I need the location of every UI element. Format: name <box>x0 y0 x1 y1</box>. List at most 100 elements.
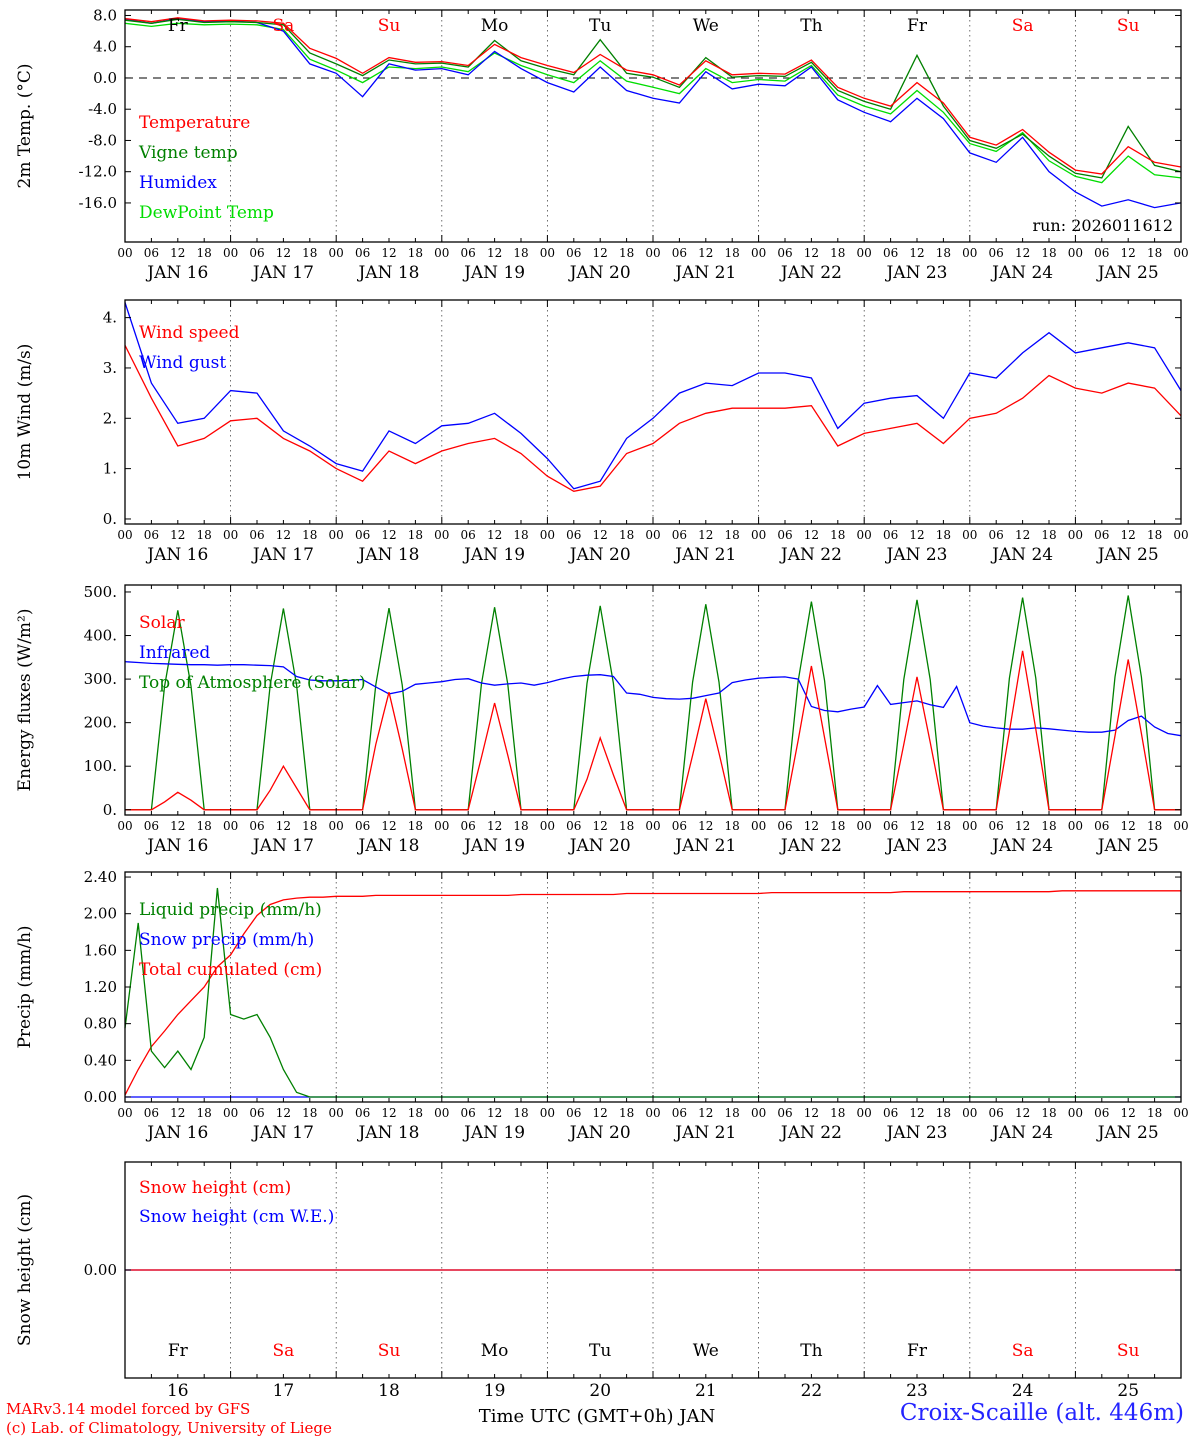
y-tick-label: 0. <box>103 510 117 528</box>
date-label: JAN 25 <box>1096 263 1159 283</box>
y-tick-label: 0.80 <box>84 1015 117 1033</box>
y-tick-label: 500. <box>84 583 117 601</box>
hour-label: 06 <box>1094 246 1109 260</box>
legend-snow-precip-mm-h: Snow precip (mm/h) <box>139 930 314 950</box>
date-label: JAN 19 <box>462 836 525 856</box>
hour-label: 12 <box>909 819 924 833</box>
date-label: JAN 18 <box>356 545 419 565</box>
hour-label: 12 <box>487 1106 502 1120</box>
day-name-label: Su <box>1117 1341 1140 1361</box>
date-label: JAN 25 <box>1096 836 1159 856</box>
hour-label: 12 <box>170 1106 185 1120</box>
y-axis-title: Snow height (cm) <box>15 1194 35 1346</box>
hour-label: 06 <box>566 1106 581 1120</box>
hour-label: 12 <box>1121 819 1136 833</box>
day-number-label: 20 <box>589 1381 611 1400</box>
hour-label: 00 <box>1173 1106 1188 1120</box>
hour-label: 00 <box>540 528 555 542</box>
hour-label: 12 <box>804 1106 819 1120</box>
hour-label: 00 <box>962 528 977 542</box>
date-label: JAN 24 <box>990 1123 1053 1143</box>
day-number-label: 21 <box>695 1381 717 1400</box>
hour-label: 18 <box>830 528 845 542</box>
hour-label: 06 <box>566 246 581 260</box>
y-axis-title: 2m Temp. (°C) <box>15 63 35 188</box>
legend-liquid-precip-mm-h: Liquid precip (mm/h) <box>139 900 322 920</box>
legend-snow-height-cm: Snow height (cm) <box>139 1178 291 1198</box>
y-tick-label: 2. <box>103 409 117 427</box>
date-label: JAN 25 <box>1096 1123 1159 1143</box>
hour-label: 12 <box>593 528 608 542</box>
hour-label: 06 <box>144 528 159 542</box>
day-number-label: 19 <box>484 1381 506 1400</box>
y-tick-label: 0.0 <box>93 69 117 87</box>
date-label: JAN 23 <box>884 545 947 565</box>
hour-label: 00 <box>857 1106 872 1120</box>
hour-label: 00 <box>751 819 766 833</box>
date-label: JAN 23 <box>884 1123 947 1143</box>
hour-label: 06 <box>566 528 581 542</box>
date-label: JAN 24 <box>990 836 1053 856</box>
hour-label: 06 <box>672 528 687 542</box>
hour-label: 06 <box>461 819 476 833</box>
hour-label: 18 <box>830 1106 845 1120</box>
hour-label: 00 <box>857 819 872 833</box>
hour-label: 18 <box>197 819 212 833</box>
series-infrared <box>124 661 1182 737</box>
day-name-label: Fr <box>907 16 928 36</box>
footer: MARv3.14 model forced by GFS (c) Lab. of… <box>0 1398 1194 1440</box>
hour-label: 06 <box>777 819 792 833</box>
hour-label: 06 <box>144 1106 159 1120</box>
hour-label: 12 <box>593 246 608 260</box>
hour-label: 12 <box>381 1106 396 1120</box>
y-tick-label: 0.00 <box>84 1261 117 1279</box>
hour-label: 00 <box>645 246 660 260</box>
series-top-of-atmosphere-solar <box>125 595 1181 811</box>
hour-label: 06 <box>144 246 159 260</box>
hour-label: 12 <box>1121 246 1136 260</box>
hour-label: 06 <box>355 1106 370 1120</box>
hour-label: 12 <box>276 528 291 542</box>
hour-label: 00 <box>751 528 766 542</box>
hour-label: 18 <box>513 246 528 260</box>
hour-label: 00 <box>645 819 660 833</box>
day-number-label: 22 <box>801 1381 823 1400</box>
hour-label: 18 <box>725 1106 740 1120</box>
day-name-label: Tu <box>589 1341 611 1361</box>
date-label: JAN 22 <box>779 545 842 565</box>
hour-label: 18 <box>302 528 317 542</box>
date-label: JAN 17 <box>251 836 314 856</box>
panel-wind: 4.3.2.1.0.00 06 12 18 00 06 12 18 00 06 12 18 00 06 12… <box>15 299 1189 565</box>
day-name-label: Mo <box>481 1341 509 1361</box>
day-name-label: We <box>693 16 719 36</box>
date-label: JAN 23 <box>884 836 947 856</box>
hour-label: 06 <box>883 528 898 542</box>
hour-label: 18 <box>1041 1106 1056 1120</box>
hour-label: 18 <box>302 819 317 833</box>
panel-snow: 0.00 Fr Sa Su Mo Tu We Th Fr Sa Su 16 17 18 19 20 21 22 23… <box>15 1161 1182 1400</box>
hour-label: 00 <box>329 528 344 542</box>
hour-label: 18 <box>408 819 423 833</box>
y-axis-title: Precip (mm/h) <box>15 925 35 1048</box>
hour-label: 12 <box>1015 246 1030 260</box>
day-name-label: Th <box>800 1341 822 1361</box>
y-tick-label: 0.00 <box>84 1088 117 1106</box>
y-tick-label: 2.00 <box>84 905 117 923</box>
hour-label: 12 <box>276 246 291 260</box>
hour-label: 06 <box>672 246 687 260</box>
hour-label: 12 <box>487 528 502 542</box>
hour-label: 00 <box>223 246 238 260</box>
hour-label: 00 <box>117 528 132 542</box>
y-tick-label: 200. <box>84 714 117 732</box>
date-label: JAN 20 <box>568 263 631 283</box>
legend-snow-height-cm-w-e: Snow height (cm W.E.) <box>139 1207 334 1227</box>
hour-label: 12 <box>804 246 819 260</box>
hour-label: 06 <box>355 246 370 260</box>
hour-label: 06 <box>461 1106 476 1120</box>
day-name-label: Sa <box>1012 1341 1034 1361</box>
hour-label: 18 <box>197 528 212 542</box>
hour-label: 12 <box>698 528 713 542</box>
hour-label: 00 <box>645 1106 660 1120</box>
hour-label: 06 <box>249 528 264 542</box>
hour-label: 06 <box>249 1106 264 1120</box>
